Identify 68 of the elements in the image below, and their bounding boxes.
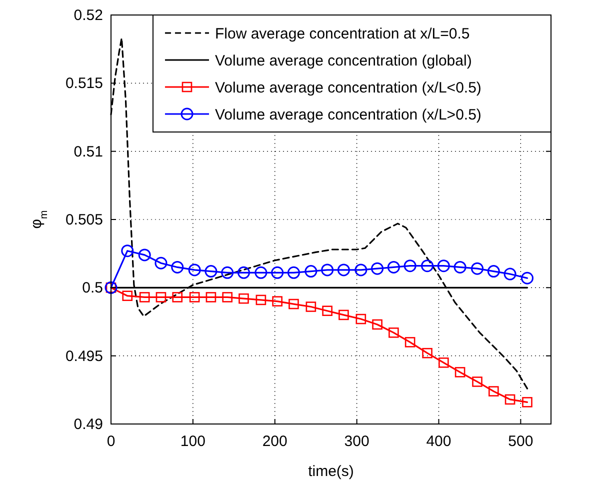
point [354,264,368,276]
legend-label: Volume average concentration (global) [215,52,472,70]
legend-label: Volume average concentration (x/L>0.5) [215,106,482,124]
point [154,256,168,270]
legend-label: Flow average concentration at x/L=0.5 [215,26,470,42]
point [222,292,232,302]
point [388,328,399,338]
point [356,314,366,324]
point [256,294,266,306]
point [454,367,466,378]
point [306,302,316,312]
point [237,266,250,279]
y-tick-label: 0.5 [82,280,103,297]
point [372,319,382,330]
x-tick-label: 400 [426,433,452,450]
x-tick-label: 300 [344,433,370,450]
point [156,292,166,302]
point [404,260,416,272]
x-axis-title: time(s) [308,463,354,480]
x-tick-label: 0 [106,433,116,450]
point [139,292,150,302]
point [304,265,318,278]
point [404,337,416,348]
point [472,376,482,387]
x-tick-label: 100 [180,433,206,450]
point [254,266,268,279]
point [421,260,434,272]
point [454,260,466,274]
point [371,262,384,275]
y-tick-label: 0.52 [74,7,103,24]
point [488,386,499,396]
point [288,298,299,310]
point [387,260,400,274]
point [337,264,350,276]
point [438,358,449,368]
point [122,290,133,301]
x-tick-label: 500 [508,433,534,450]
point [322,306,332,316]
point [422,348,432,358]
point [487,265,500,278]
point [520,272,534,284]
point [338,310,349,320]
legend-label: Volume average concentration (x/L<0.5) [215,80,482,96]
point [138,248,151,262]
point [271,266,284,279]
y-tick-label: 0.51 [74,143,103,160]
point [172,292,183,302]
point [504,268,516,280]
point [121,244,134,258]
point [522,397,532,408]
x-tick-label: 200 [262,433,288,450]
point [189,292,200,302]
point [221,266,234,279]
point [287,266,300,279]
point [238,293,249,304]
point [272,296,282,306]
point [206,292,216,302]
point [204,265,218,278]
y-tick-label: 0.495 [65,348,103,365]
point [171,260,184,274]
point [437,260,450,272]
point [321,264,334,276]
point [471,262,484,275]
point [504,394,516,405]
point [188,264,201,276]
y-tick-label: 0.515 [65,75,103,92]
y-tick-label: 0.49 [74,416,103,433]
y-tick-label: 0.505 [65,212,103,228]
